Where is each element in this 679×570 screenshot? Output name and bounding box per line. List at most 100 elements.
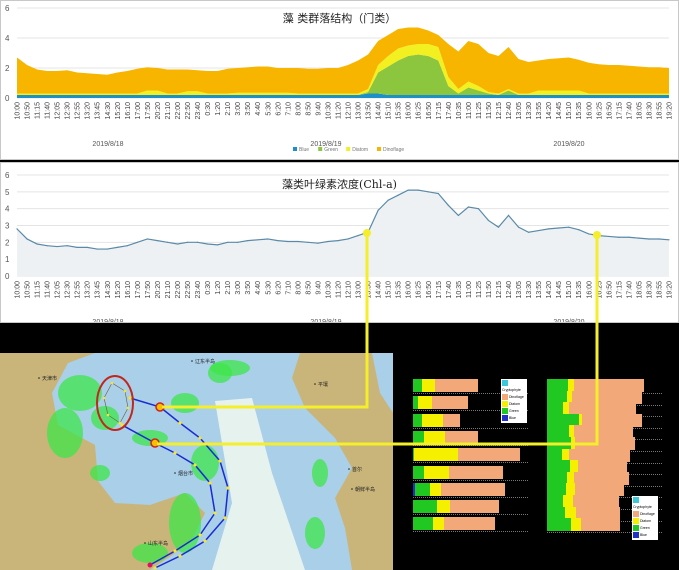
algae-bloom-patch (169, 493, 201, 553)
bar-segment-green (413, 517, 433, 531)
x-tick-label: 3:00 (235, 281, 242, 295)
legend-swatch (377, 147, 381, 151)
x-tick-label: 17:15 (436, 281, 443, 299)
x-tick-label: 10:00 (15, 281, 22, 299)
data-point (166, 241, 169, 243)
row-divider (413, 514, 528, 516)
x-tick-label: 14:20 (546, 281, 553, 299)
sampling-point (198, 533, 202, 537)
bar-segment-green (413, 465, 424, 479)
x-tick-label: 7:10 (285, 102, 292, 116)
x-tick-label: 23:40 (195, 102, 202, 120)
legend-swatch (502, 394, 508, 401)
x-tick-label: 11:15 (35, 281, 42, 298)
legend-swatch (346, 147, 351, 151)
bar-segment-dinoflage (574, 483, 625, 497)
row-divider (413, 531, 528, 533)
x-tick-label: 6:20 (275, 102, 282, 116)
start-point (147, 562, 153, 568)
x-tick-label: 16:25 (596, 281, 603, 299)
bar-segment-green (413, 500, 437, 514)
sampling-point (102, 396, 106, 400)
y-tick-label: 3 (5, 222, 10, 231)
stacked-bar (547, 483, 625, 497)
marked-station (155, 402, 165, 412)
x-tick-label: 15:35 (576, 281, 583, 299)
data-point (487, 219, 490, 222)
x-tick-label: 3:00 (235, 102, 242, 116)
x-tick-label: 13:30 (526, 102, 533, 120)
algae-bloom-patch (305, 517, 325, 549)
x-tick-label: 12:15 (496, 281, 503, 299)
x-tick-label: 18:05 (636, 102, 643, 120)
data-point (186, 241, 189, 243)
bar-segment-green (413, 430, 424, 444)
data-point (307, 241, 309, 243)
x-tick-label: 22:50 (185, 102, 192, 120)
x-tick-label: 13:55 (536, 102, 543, 120)
x-tick-label: 12:10 (346, 281, 353, 299)
bar-segment-diatom (436, 500, 450, 514)
x-tick-label: 8:50 (305, 281, 312, 295)
x-tick-label: 11:40 (45, 102, 52, 119)
data-point (257, 239, 259, 241)
x-tick-label: 19:20 (667, 281, 674, 299)
x-tick-label: 15:35 (576, 102, 583, 120)
y-tick-label: 6 (5, 4, 10, 13)
x-tick-label: 16:25 (416, 281, 423, 299)
x-tick-label: 12:30 (65, 281, 72, 299)
x-tick-label: 11:50 (486, 102, 493, 119)
bar-segment-green (415, 482, 431, 496)
legend-label: Blue (299, 147, 309, 153)
bar-segment-green (547, 495, 564, 508)
data-point (477, 208, 480, 210)
stacked-bar (547, 518, 620, 532)
y-tick-label: 0 (5, 272, 10, 281)
row-divider (413, 444, 528, 446)
stacked-bar (547, 460, 627, 474)
x-tick-label: 16:00 (586, 281, 593, 299)
x-tick-label: 10:50 (25, 281, 32, 299)
x-tick-label: 15:10 (386, 281, 393, 299)
city-dot (144, 542, 146, 544)
date-label: 2019/8/19 (310, 319, 341, 322)
date-label: 2019/8/20 (553, 319, 584, 322)
x-tick-label: 16:00 (406, 281, 413, 299)
legend-label: Dinoflage (640, 512, 655, 516)
sampling-point (178, 554, 182, 558)
y-tick-label: 2 (5, 64, 10, 73)
map-place-label: 山东半岛 (148, 540, 168, 547)
bar-segment-diatom (430, 482, 441, 496)
x-tick-label: 17:40 (626, 281, 633, 299)
data-point (347, 238, 349, 240)
sampling-point (173, 549, 177, 553)
x-tick-label: 17:40 (626, 102, 633, 120)
legend-swatch (633, 497, 639, 504)
marked-station (150, 438, 160, 448)
x-tick-label: 21:10 (165, 281, 172, 299)
bar-segment-diatom (565, 483, 575, 497)
data-point (196, 241, 199, 243)
algae-bloom-patch (90, 465, 110, 481)
bar-segment-green (547, 506, 566, 520)
area-series-dinoflage (17, 27, 669, 94)
x-tick-label: 16:00 (406, 102, 413, 120)
city-dot (174, 472, 176, 474)
data-point (106, 248, 108, 250)
legend-label: Green (640, 526, 650, 530)
x-tick-label: 13:00 (356, 281, 363, 299)
x-tick-label: 10:35 (456, 281, 463, 299)
bar-chart-area: Cryptophyte Dinoflage Diatom Green Blue Crypt… (400, 360, 679, 560)
date-label: 2019/8/19 (310, 141, 341, 148)
x-tick-label: 2:10 (225, 102, 232, 116)
sampling-point (193, 463, 197, 467)
stacked-bar (413, 448, 520, 462)
x-tick-label: 11:20 (335, 281, 342, 298)
data-point (287, 240, 289, 243)
legend-item: Diatom (502, 401, 526, 408)
x-tick-label: 12:05 (55, 102, 62, 120)
data-point (206, 243, 209, 245)
x-tick-label: 22:50 (185, 281, 192, 299)
bar-segment-green (413, 448, 414, 462)
